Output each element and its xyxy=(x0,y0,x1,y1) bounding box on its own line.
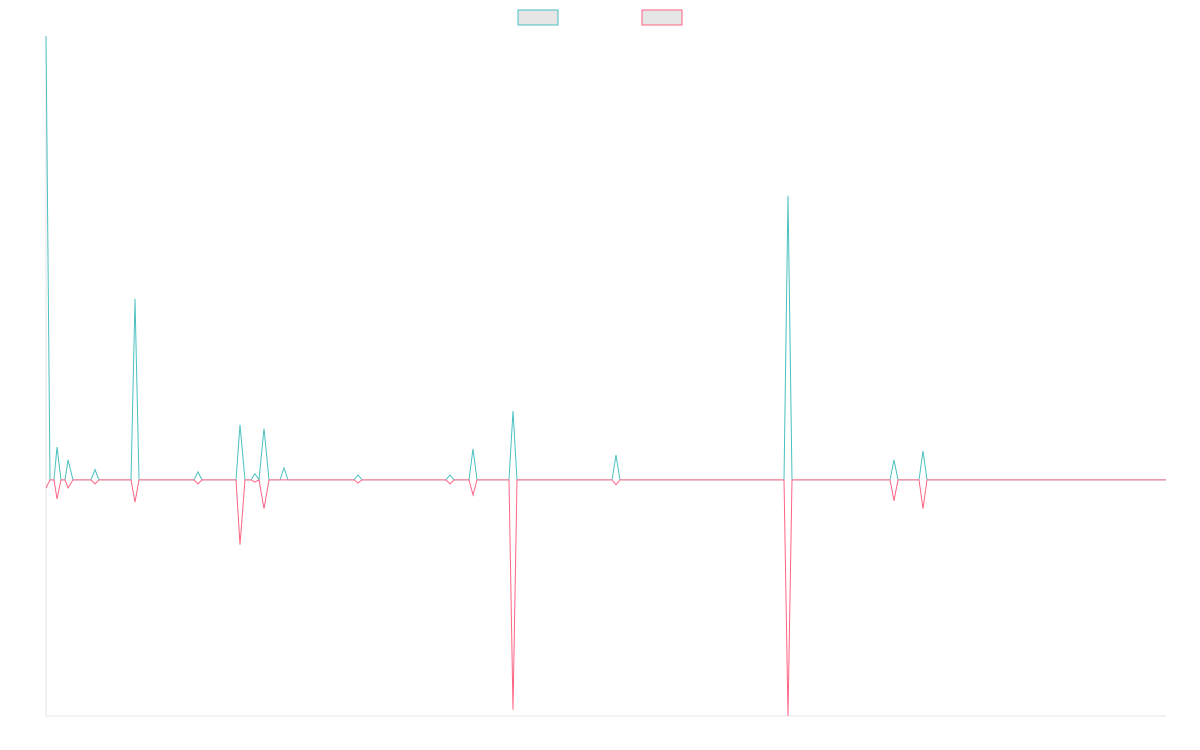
series-line xyxy=(45,35,1166,482)
legend-swatch xyxy=(641,9,683,26)
series-line xyxy=(45,479,1166,717)
legend-swatch xyxy=(517,9,559,26)
